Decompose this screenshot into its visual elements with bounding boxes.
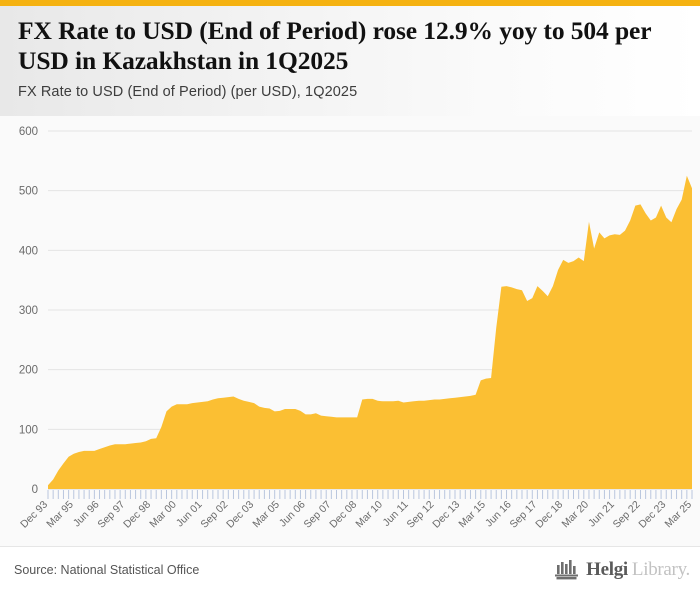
series-area-fill (48, 175, 692, 489)
page-title: FX Rate to USD (End of Period) rose 12.9… (18, 16, 652, 75)
x-tick-label: Mar 10 (353, 499, 385, 531)
source-note: Source: National Statistical Office (14, 563, 200, 577)
x-tick-label: Sep 07 (301, 499, 333, 531)
x-tick-label: Dec 03 (224, 499, 256, 531)
x-tick-label: Sep 17 (508, 499, 540, 531)
chart-subtitle: FX Rate to USD (End of Period) (per USD)… (18, 84, 358, 101)
chart-footer: Source: National Statistical Office Helg… (0, 546, 700, 596)
y-axis-labels: 0 100 200 300 400 500 600 (19, 126, 38, 496)
x-axis-tick-marks (47, 490, 693, 499)
x-tick-label: Sep 12 (405, 499, 437, 531)
x-tick-label: Dec 08 (327, 499, 359, 531)
chart-header: FX Rate to USD (End of Period) rose 12.9… (0, 6, 700, 116)
y-tick-label: 200 (19, 365, 38, 377)
brand-name-secondary: Library. (631, 559, 690, 580)
y-tick-label: 300 (19, 305, 38, 317)
library-building-icon (555, 560, 579, 580)
x-tick-label: Sep 22 (611, 499, 643, 531)
x-tick-label: Mar 00 (147, 499, 179, 531)
x-tick-label: Dec 13 (430, 499, 462, 531)
x-tick-label: Sep 97 (95, 499, 127, 531)
helgi-library-logo[interactable]: Helgi Library. (554, 559, 690, 581)
top-accent-bar (0, 0, 700, 6)
y-tick-label: 400 (19, 245, 38, 257)
chart-plot-area: 0 100 200 300 400 500 600 Dec 93 Mar 95 Jun 96 Se… (0, 116, 700, 546)
y-tick-label: 600 (19, 126, 38, 138)
x-tick-label: Mar 20 (559, 499, 591, 531)
x-tick-label: Dec 18 (533, 499, 565, 531)
x-tick-label: Dec 98 (121, 499, 153, 531)
x-tick-label: Dec 23 (636, 499, 668, 531)
x-tick-label: Mar 25 (663, 499, 695, 531)
x-tick-label: Mar 95 (44, 499, 76, 531)
x-tick-label: Sep 02 (198, 499, 230, 531)
x-tick-label: Mar 15 (456, 499, 488, 531)
brand-name-primary: Helgi (586, 559, 628, 580)
y-tick-label: 500 (19, 186, 38, 198)
y-tick-label: 0 (32, 484, 38, 496)
x-tick-label: Mar 05 (250, 499, 282, 531)
y-tick-label: 100 (19, 424, 38, 436)
x-tick-label: Dec 93 (18, 499, 50, 531)
